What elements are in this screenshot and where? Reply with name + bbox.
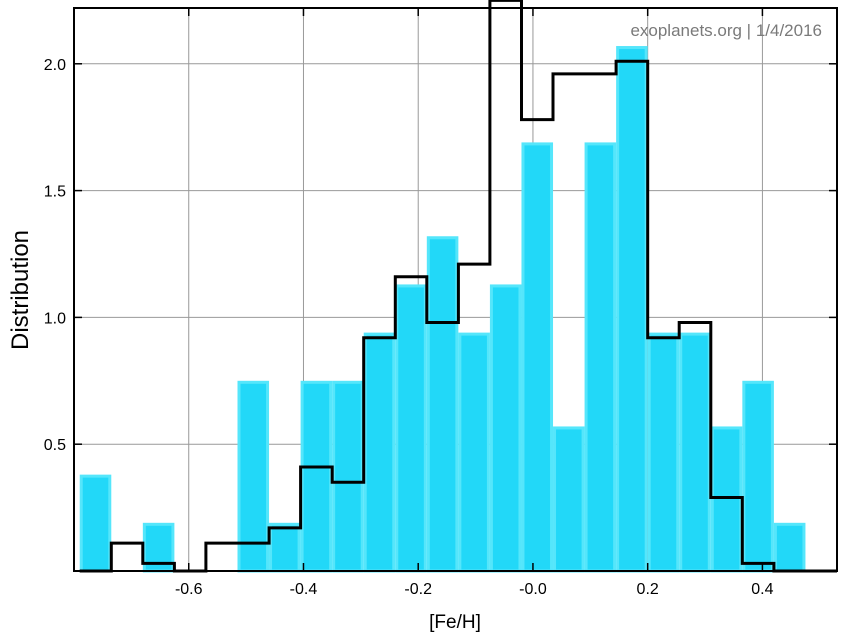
axis-ticks — [74, 8, 837, 571]
tick-labels: -0.6 -0.4 -0.2 -0.0 0.2 0.4 0.5 1.0 1.5 2.0 — [44, 57, 774, 598]
histogram-bar — [616, 46, 648, 573]
x-axis-label: [Fe/H] — [429, 612, 481, 633]
outline-histogram — [79, 0, 837, 573]
y-tick-label: 1.5 — [44, 184, 66, 201]
histogram-bar — [710, 426, 743, 573]
plot-frame — [73, 7, 838, 572]
histogram-bar — [489, 284, 522, 573]
y-tick-label: 0.5 — [44, 437, 66, 454]
histogram-bar — [553, 426, 585, 573]
histogram-bar — [773, 522, 806, 573]
histogram-bar — [237, 380, 270, 573]
histogram-bar — [79, 474, 112, 573]
histogram-bar — [332, 380, 364, 573]
histogram-bar — [300, 380, 333, 573]
histogram-bar — [584, 142, 617, 573]
histogram-bar — [363, 332, 396, 573]
x-tick-label: -0.0 — [519, 581, 547, 598]
histogram-bar — [742, 380, 774, 573]
x-tick-label: -0.2 — [404, 581, 432, 598]
outline-step-line — [79, 0, 837, 573]
watermark: exoplanets.org | 1/4/2016 — [630, 21, 822, 40]
filled-histogram — [79, 46, 806, 573]
y-tick-label: 1.0 — [44, 310, 66, 327]
x-tick-label: -0.6 — [175, 581, 203, 598]
histogram-bar — [679, 332, 711, 573]
histogram-bar — [269, 522, 301, 573]
histogram-bar — [426, 236, 459, 573]
histogram-bar — [458, 332, 490, 573]
x-tick-label: -0.4 — [290, 581, 318, 598]
x-tick-label: 0.4 — [751, 581, 773, 598]
y-tick-label: 2.0 — [44, 57, 66, 74]
histogram-bar — [521, 142, 554, 573]
y-axis-label: Distribution — [7, 230, 34, 350]
histogram-bar — [395, 284, 427, 573]
histogram-bar — [647, 332, 680, 573]
x-tick-label: 0.2 — [637, 581, 659, 598]
